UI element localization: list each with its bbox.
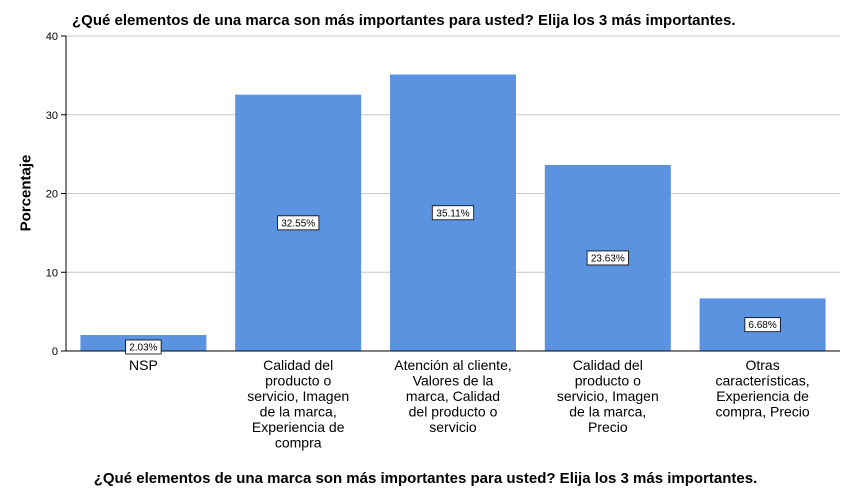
category-label: producto o [575,373,641,389]
data-label-box [431,205,475,221]
data-label: 23.63% [591,253,625,264]
category-label: Calidad del [573,357,643,373]
category-label: Precio [588,419,628,435]
data-label-box [586,250,629,266]
category-label: del producto o [409,404,498,420]
data-label-box [125,339,162,355]
category-label: producto o [265,373,331,389]
data-label: 35.11% [436,208,469,219]
category-label: Valores de la [413,373,494,389]
y-tick-label: 10 [46,267,58,279]
category-label: marca, Calidad [406,388,500,404]
category-label: NSP [129,357,158,373]
x-axis-title: ¿Qué elementos de una marca son más impo… [93,470,758,487]
category-label: servicio [429,419,477,435]
category-label: características, [716,373,810,389]
category-label: Atención al cliente, [394,357,512,373]
category-label: Experiencia de [716,388,809,404]
category-label: de la marca, [260,404,337,420]
category-label: Calidad del [263,357,333,373]
data-label: 32.55% [281,218,315,229]
data-label: 2.03% [129,343,157,354]
chart-title: ¿Qué elementos de una marca son más impo… [72,12,736,29]
y-tick-label: 30 [46,110,58,122]
y-tick-label: 0 [52,346,58,358]
category-label: servicio, Imagen [557,388,659,404]
y-tick-label: 20 [46,189,58,201]
category-label: de la marca, [569,404,646,420]
category-label: Experiencia de [252,419,345,435]
category-label: Otras [745,357,779,373]
data-label-box [277,215,320,231]
data-label-box [744,317,781,333]
category-label: compra [275,435,322,451]
category-label: servicio, Imagen [247,388,349,404]
data-label: 6.68% [748,320,776,331]
y-tick-label: 40 [46,31,58,43]
category-label: compra, Precio [716,404,810,420]
